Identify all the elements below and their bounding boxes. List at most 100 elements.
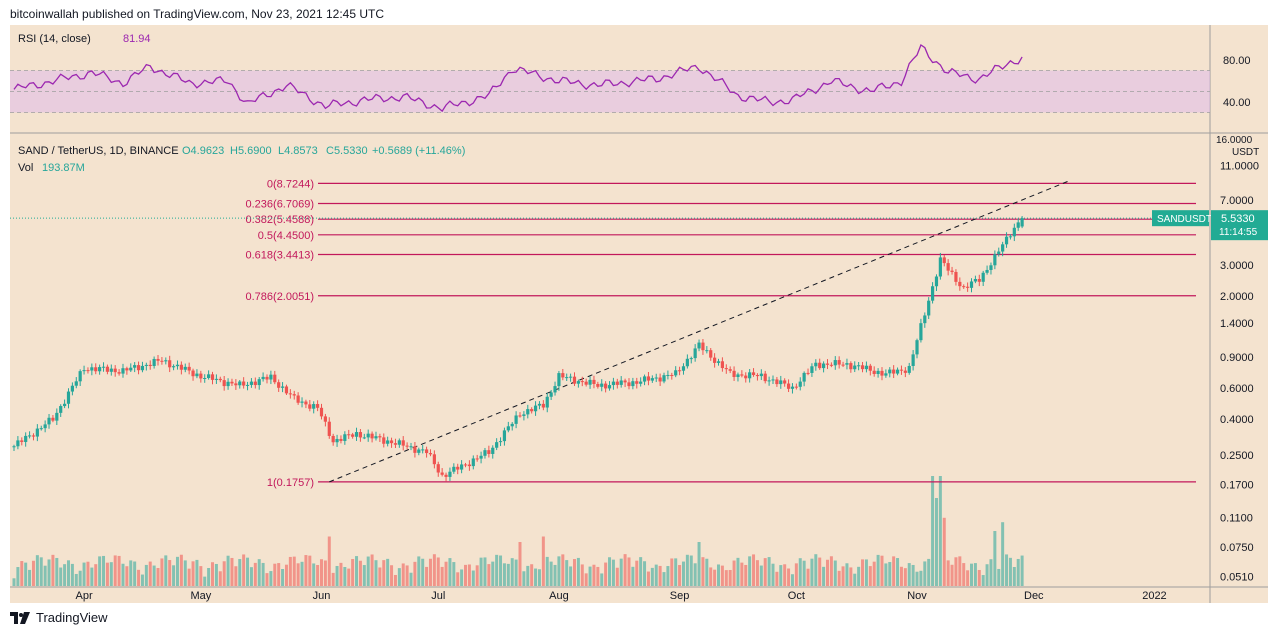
volume-bar [175,556,179,586]
ohlc-l: L4.8573 [278,145,318,157]
volume-bar [728,569,732,586]
volume-bar [588,566,592,586]
tradingview-logo[interactable]: TradingView [10,610,108,625]
candle-body [160,360,164,362]
volume-bar [705,558,709,586]
volume-bar [790,574,794,586]
candle-body [802,372,806,382]
volume-bar [717,564,721,586]
candle-body [748,372,752,379]
volume-bar [265,573,269,586]
volume-bar [892,556,896,586]
volume-bar [211,562,215,586]
candle-body [615,381,619,385]
volume-bar [744,564,748,586]
candle-body [814,362,818,367]
volume-bar [962,563,966,586]
candle-body [47,417,51,425]
volume-bar [343,566,347,586]
volume-bar [802,560,806,586]
rsi-tick-40: 40.00 [1223,97,1251,109]
candle-body [323,416,327,422]
candle-body [627,382,631,387]
volume-bar [931,476,935,586]
candle-body [269,374,273,380]
volume-bar [1020,555,1024,586]
candle-body [195,373,199,377]
price-axis-tick: 1.4000 [1220,318,1254,330]
candle-body [55,412,59,421]
candle-body [35,428,39,437]
rsi-band [10,70,1210,113]
publish-header: bitcoinwallah published on TradingView.c… [10,7,385,21]
volume-bar [214,563,218,586]
volume-bar [977,569,981,586]
candle-body [475,458,479,460]
price-chart[interactable]: RSI (14, close) 81.94 80.00 40.00 16.0000USD… [10,25,1268,603]
candle-body [958,281,962,287]
candle-body [786,383,791,389]
candle-body [39,428,43,430]
candle-body [366,433,370,438]
candle-body [300,401,304,403]
volume-bar [907,563,911,586]
candle-body [650,378,654,381]
candle-body [245,384,250,386]
candle-body [763,373,767,382]
volume-bar [47,559,51,586]
candle-body [456,466,460,470]
volume-bar [203,576,207,586]
volume-bar [417,556,421,586]
candle-body [417,449,421,453]
axis-top-label: 16.0000 [1216,135,1253,146]
candle-body [210,374,215,380]
candle-body [713,357,717,363]
volume-bar [452,562,456,586]
candle-body [810,366,814,373]
volume-bar [471,570,475,586]
candle-body [779,380,783,385]
volume-bar [226,555,230,586]
volume-bar [125,566,129,586]
volume-bar [767,557,771,586]
volume-bar [499,555,503,586]
volume-bar [884,563,888,586]
candle-body [242,381,246,386]
candle-body [864,365,869,370]
candle-body [171,366,176,368]
volume-bar [627,557,631,586]
candle-body [460,464,464,470]
candle-body [825,363,830,365]
volume-bar [218,571,222,586]
price-axis-tick: 0.0510 [1220,571,1254,583]
candle-body [806,372,810,374]
volume-bar [950,564,954,586]
volume-bar [117,555,121,586]
candle-body [966,286,970,288]
volume-bar [557,556,561,586]
volume-bar [98,556,102,586]
candle-body [187,366,191,371]
volume-bar [997,568,1001,586]
candle-body [767,380,771,382]
volume-bar [382,560,386,586]
candle-body [1001,244,1005,252]
candle-body [463,464,468,466]
volume-bar [31,560,35,586]
price-axis-tick: 0.0750 [1220,542,1254,554]
candle-body [506,426,510,431]
volume-bar [440,566,444,586]
candle-body [759,373,763,377]
candle-body [596,383,600,387]
candle-body [837,360,841,365]
candle-body [152,358,156,366]
fib-label: 0.382(5.4588) [246,214,315,226]
candle-body [452,466,456,472]
candle-body [689,358,693,360]
volume-bar [24,562,28,586]
volume-bar [899,566,903,586]
candle-body [989,265,993,270]
candle-body [954,271,958,282]
volume-bar [794,563,798,586]
volume-bar [541,536,545,586]
